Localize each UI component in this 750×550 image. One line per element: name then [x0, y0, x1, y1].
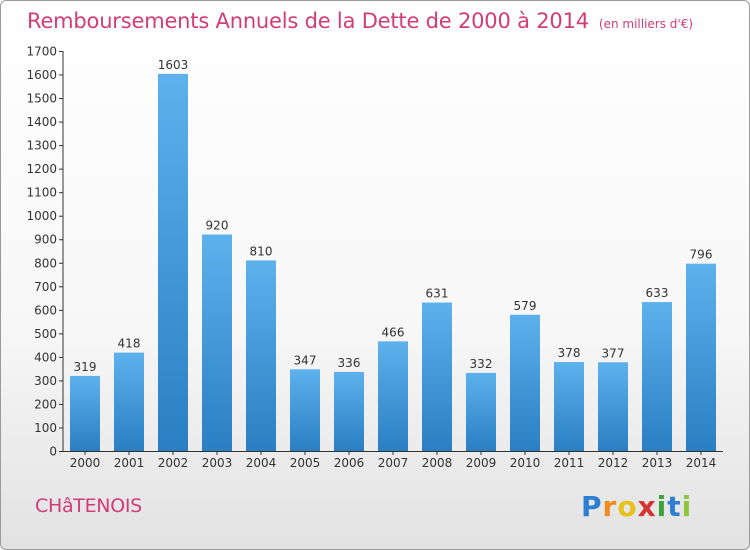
- bar: [510, 314, 540, 451]
- y-tick-label: 100: [34, 421, 57, 435]
- x-tick-label: 2005: [290, 456, 321, 470]
- bar: [114, 352, 144, 451]
- y-tick-label: 1500: [26, 92, 57, 106]
- x-tick-label: 2012: [598, 456, 629, 470]
- y-tick-label: 0: [49, 445, 57, 459]
- x-tick-label: 2003: [202, 456, 233, 470]
- y-tick-label: 600: [34, 303, 57, 317]
- logo-letter: t: [667, 490, 682, 523]
- y-tick-label: 200: [34, 397, 57, 411]
- data-labels: 319 418 1603 920 810 347 336 466 631 332 579 378 377…: [74, 58, 713, 374]
- x-tick-label: 2013: [642, 456, 673, 470]
- data-label: 377: [602, 346, 625, 360]
- logo-letter: i: [656, 490, 668, 523]
- y-tick-label: 700: [34, 280, 57, 294]
- data-label: 418: [118, 337, 141, 351]
- y-tick-label: 1300: [26, 139, 57, 153]
- data-label: 920: [206, 219, 229, 233]
- bar: [290, 369, 320, 451]
- bar: [158, 73, 188, 451]
- bar: [554, 362, 584, 451]
- logo-letter: r: [602, 490, 618, 523]
- logo-letter: x: [637, 490, 657, 523]
- x-axis: 2000 2001 2002 2003 2004 2005 2006 2007 2008 2009…: [63, 451, 723, 470]
- bars: [70, 73, 716, 451]
- proxiti-logo: Proxiti: [581, 490, 692, 523]
- x-tick-label: 2011: [554, 456, 585, 470]
- data-label: 579: [514, 299, 537, 313]
- x-tick-label: 2001: [114, 456, 145, 470]
- data-label: 336: [338, 356, 361, 370]
- y-tick-label: 500: [34, 327, 57, 341]
- logo-letter: o: [617, 490, 638, 523]
- data-label: 1603: [158, 58, 189, 72]
- chart-subtitle: (en milliers d'€): [598, 17, 694, 31]
- x-tick-label: 2006: [334, 456, 365, 470]
- bar: [378, 341, 408, 451]
- y-tick-label: 300: [34, 374, 57, 388]
- x-tick-label: 2009: [466, 456, 497, 470]
- y-tick-label: 800: [34, 256, 57, 270]
- bar: [686, 263, 716, 451]
- x-tick-label: 2008: [422, 456, 453, 470]
- bar: [202, 234, 232, 451]
- x-tick-label: 2010: [510, 456, 541, 470]
- data-label: 466: [382, 325, 405, 339]
- bar: [598, 362, 628, 451]
- bar: [334, 371, 364, 451]
- bar: [466, 372, 496, 451]
- x-tick-label: 2000: [70, 456, 101, 470]
- city-name: CHâTENOIS: [35, 495, 142, 517]
- y-tick-label: 1200: [26, 162, 57, 176]
- data-label: 332: [470, 357, 493, 371]
- data-label: 347: [294, 353, 317, 367]
- data-label: 631: [426, 287, 449, 301]
- data-label: 810: [250, 244, 273, 258]
- x-tick-label: 2007: [378, 456, 409, 470]
- logo-letter: P: [581, 490, 603, 523]
- x-tick-label: 2002: [158, 456, 189, 470]
- bar: [422, 302, 452, 451]
- y-tick-label: 1600: [26, 68, 57, 82]
- x-tick-label: 2014: [686, 456, 717, 470]
- data-label: 796: [690, 248, 713, 262]
- logo-letter: i: [681, 490, 693, 523]
- y-tick-label: 1400: [26, 115, 57, 129]
- y-tick-label: 400: [34, 350, 57, 364]
- bar: [70, 375, 100, 451]
- y-tick-label: 900: [34, 233, 57, 247]
- data-label: 319: [74, 360, 97, 374]
- chart-title-text: Remboursements Annuels de la Dette de 20…: [27, 9, 589, 33]
- bar: [246, 260, 276, 451]
- y-tick-label: 1700: [26, 45, 57, 59]
- chart-title: Remboursements Annuels de la Dette de 20…: [27, 9, 693, 33]
- data-label: 633: [646, 286, 669, 300]
- x-tick-label: 2004: [246, 456, 277, 470]
- y-axis: 0 100 200 300 400 500 600 700 800 900 1000 1100 1200…: [26, 45, 64, 459]
- y-tick-label: 1000: [26, 209, 57, 223]
- y-tick-label: 1100: [26, 186, 57, 200]
- data-label: 378: [558, 346, 581, 360]
- bar: [642, 302, 672, 451]
